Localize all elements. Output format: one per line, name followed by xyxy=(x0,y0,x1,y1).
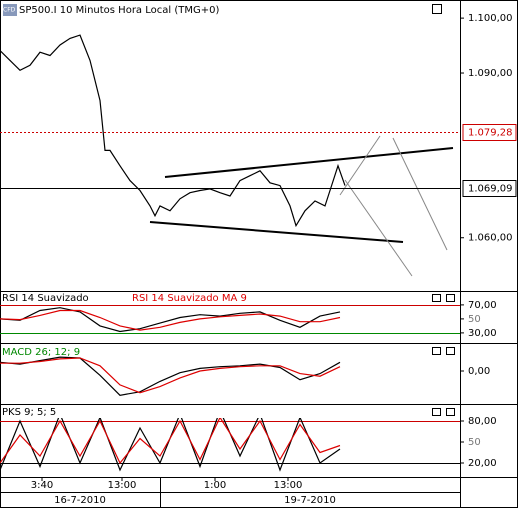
price-line xyxy=(0,34,346,228)
price-level-label: 1.079,28 xyxy=(468,128,513,139)
chart-title: SP500.I 10 Minutos Hora Local (TMG+0) xyxy=(19,5,219,16)
date-label: 16-7-2010 xyxy=(54,495,106,506)
indicator-line xyxy=(0,309,341,331)
indicator-line xyxy=(0,356,341,396)
date-label: 19-7-2010 xyxy=(284,495,336,506)
indicator-line xyxy=(0,307,341,333)
legend-entry: RSI 14 Suavizado xyxy=(2,293,89,304)
y-tick-label: 1.100,00 xyxy=(468,13,513,24)
cfd-icon xyxy=(3,4,17,16)
y-tick-label: 0,00 xyxy=(468,366,490,377)
legend-entry: RSI 14 Suavizado MA 9 xyxy=(132,293,247,304)
panel xyxy=(0,305,460,334)
trendlines xyxy=(149,147,454,243)
y-tick-label: 1.060,00 xyxy=(468,233,513,244)
y-tick-label: 30,00 xyxy=(468,328,497,339)
y-tick-label: 70,00 xyxy=(468,300,497,311)
cfd-icon-label: CFD xyxy=(3,7,16,14)
y-tick-label: 80,00 xyxy=(468,416,497,427)
panel xyxy=(0,34,460,228)
x-tick-label: 3:40 xyxy=(31,480,53,491)
y-tick-label: 20,00 xyxy=(468,458,497,469)
y-tick-label: 1.090,00 xyxy=(468,68,513,79)
panel xyxy=(0,356,341,396)
panel-title: MACD 26; 12; 9 xyxy=(2,347,80,358)
panel xyxy=(0,418,460,472)
channel-lines xyxy=(339,135,448,277)
x-tick-label: 1:00 xyxy=(204,480,226,491)
window-buttons[interactable] xyxy=(432,4,455,416)
x-tick-label: 13:00 xyxy=(274,480,303,491)
indicator-line xyxy=(0,357,341,394)
price-level-box xyxy=(462,124,517,141)
y-tick-label: 50 xyxy=(468,437,481,448)
price-level-label: 1.069,09 xyxy=(468,184,513,195)
panel-title: PKS 9; 5; 5 xyxy=(2,407,56,418)
indicator-line xyxy=(0,418,341,465)
x-tick-label: 13:00 xyxy=(108,480,137,491)
price-level-box xyxy=(462,180,517,197)
y-tick-label: 50 xyxy=(468,314,481,325)
